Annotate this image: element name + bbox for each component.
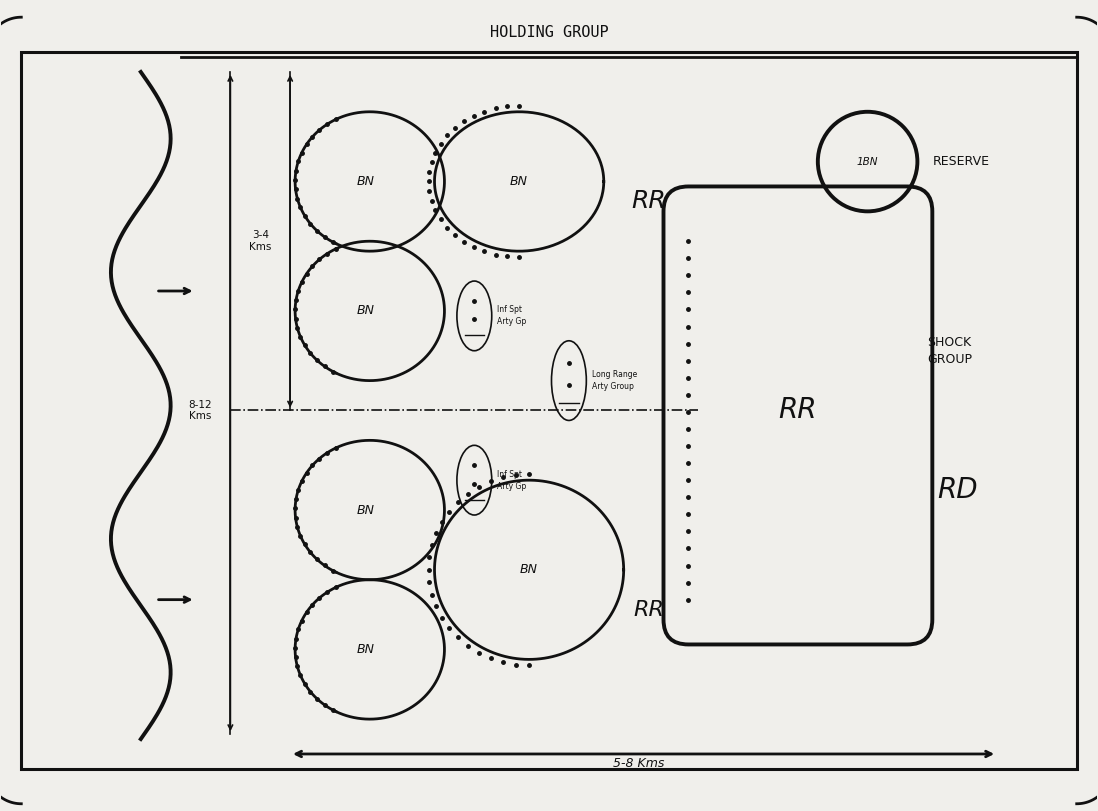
Text: 5-8 Kms: 5-8 Kms [613,757,664,770]
Text: 3-4
Kms: 3-4 Kms [249,230,271,252]
Text: Inf Spt
Arty Gp: Inf Spt Arty Gp [497,470,526,491]
Text: RR: RR [631,190,666,213]
Text: Long Range
Arty Group: Long Range Arty Group [592,370,637,391]
Text: BN: BN [357,504,376,517]
Text: RR: RR [778,397,817,424]
Text: BN: BN [357,643,376,656]
Text: 1BN: 1BN [856,157,878,166]
Text: BN: BN [520,564,538,577]
Text: BN: BN [357,175,376,188]
Text: RR: RR [634,599,664,620]
Text: RESERVE: RESERVE [932,155,989,168]
Text: RD: RD [938,476,978,504]
Text: SHOCK
GROUP: SHOCK GROUP [928,336,973,366]
Text: 8-12
Kms: 8-12 Kms [189,400,212,421]
Text: BN: BN [511,175,528,188]
Text: BN: BN [357,304,376,317]
Text: HOLDING GROUP: HOLDING GROUP [490,24,608,40]
Text: Inf Spt
Arty Gp: Inf Spt Arty Gp [497,306,526,326]
